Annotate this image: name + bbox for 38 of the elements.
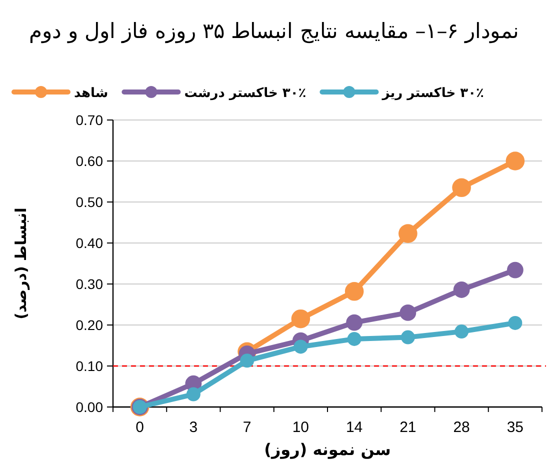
point bbox=[454, 324, 469, 339]
y-tick-label: 0.60 bbox=[76, 153, 104, 169]
x-tick-label: 3 bbox=[189, 419, 198, 436]
point bbox=[398, 224, 418, 243]
y-tick-label: 0.40 bbox=[76, 235, 104, 251]
point bbox=[506, 262, 524, 278]
x-tick-label: 28 bbox=[453, 419, 470, 436]
chart-title: نمودار ۶–۱– مقایسه نتایج انبساط ۳۵ روزه فاز اول و دوم bbox=[29, 19, 519, 44]
x-tick-label: 14 bbox=[346, 419, 363, 436]
point bbox=[186, 387, 200, 402]
point bbox=[452, 178, 471, 198]
y-axis-title: انبساط (درصد) bbox=[12, 208, 30, 320]
y-tick-label: 0.70 bbox=[76, 112, 104, 128]
y-tick-label: 0.50 bbox=[76, 194, 104, 210]
x-tick-label: 21 bbox=[400, 419, 416, 436]
legend-label: شاهد bbox=[74, 86, 108, 101]
x-tick-label: 0 bbox=[136, 419, 144, 436]
point bbox=[344, 282, 364, 301]
y-tick-label: 0.00 bbox=[76, 399, 104, 415]
point bbox=[346, 314, 363, 331]
point bbox=[240, 354, 254, 368]
x-tick-label: 10 bbox=[292, 419, 310, 436]
point bbox=[400, 304, 416, 321]
x-axis-title: سن نمونه (روز) bbox=[264, 440, 391, 459]
y-tick-label: 0.30 bbox=[76, 276, 104, 292]
point bbox=[508, 316, 522, 330]
x-tick-label: 7 bbox=[242, 419, 252, 436]
point bbox=[506, 152, 525, 170]
legend-label: ۳۰٪ خاکستر ریز bbox=[381, 86, 484, 101]
point bbox=[400, 330, 415, 344]
point bbox=[291, 309, 310, 328]
y-tick-label: 0.20 bbox=[76, 317, 104, 333]
point bbox=[453, 282, 470, 298]
point bbox=[347, 332, 362, 346]
legend-label: ۳۰٪ خاکستر درشت bbox=[184, 86, 306, 101]
point bbox=[294, 340, 308, 354]
x-tick-label: 35 bbox=[506, 419, 524, 436]
y-tick-label: 0.10 bbox=[76, 358, 104, 374]
